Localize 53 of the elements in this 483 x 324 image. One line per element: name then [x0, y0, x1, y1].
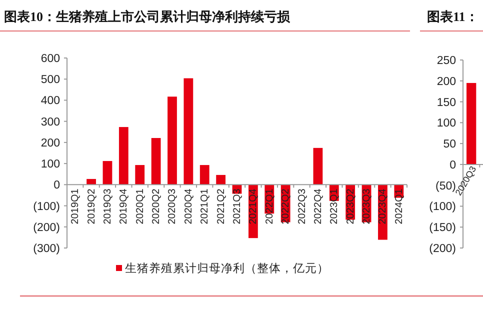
y-tick-label: 250 — [436, 55, 456, 67]
y-tick-label: 500 — [40, 74, 60, 86]
x-tick-label: 2019Q4 — [118, 188, 130, 224]
x-tick-label: 2021Q3 — [232, 188, 243, 224]
x-tick-label: 2020Q3 — [167, 188, 178, 224]
bar — [118, 127, 128, 185]
x-tick-label: 2022Q1 — [264, 188, 276, 224]
y-tick-label: 150 — [436, 96, 456, 109]
x-tick-label: 2022Q3 — [296, 188, 308, 224]
x-tick-label: 2022Q4 — [312, 188, 324, 224]
y-tick-label: (300) — [33, 243, 60, 255]
y-tick-label: 600 — [40, 53, 60, 65]
x-tick-label: 2023Q3 — [362, 188, 373, 224]
bar — [135, 165, 145, 185]
bar — [313, 148, 323, 185]
y-tick-label: (200) — [33, 222, 60, 234]
y-tick-label: 100 — [40, 158, 60, 171]
y-tick-label: 50 — [443, 138, 456, 151]
bar — [102, 161, 112, 185]
x-tick-label: 2020Q4 — [183, 188, 194, 224]
x-tick-label: 2023Q2 — [345, 188, 356, 224]
x-tick-label: 2023Q1 — [329, 188, 340, 224]
chart-title: 图表10：生猪养殖上市公司累计归母净利持续亏损 — [4, 9, 291, 24]
y-tick-label: 400 — [40, 95, 60, 108]
y-tick-label: 200 — [40, 137, 60, 150]
y-tick-label: 300 — [40, 116, 60, 128]
y-tick-label: (100) — [33, 200, 60, 213]
y-tick-label: 200 — [436, 76, 456, 88]
x-tick-label: 2020Q1 — [134, 188, 146, 224]
x-tick-label: 2021Q4 — [248, 188, 260, 224]
legend-label: 生猪养殖累计归母净利（整体，亿元） — [125, 261, 329, 275]
chart-title: 图表11： — [427, 9, 478, 24]
x-tick-label: 2019Q1 — [70, 188, 82, 224]
bar — [200, 165, 210, 185]
x-tick-label: 2023Q4 — [378, 188, 389, 224]
y-tick-label: (100) — [429, 201, 456, 214]
x-tick-label: 2022Q2 — [280, 188, 292, 224]
bar — [168, 96, 177, 185]
bar — [216, 174, 226, 185]
x-tick-label: 2024Q1 — [394, 188, 405, 224]
y-tick-label: (150) — [429, 222, 456, 234]
y-tick-label: 100 — [436, 118, 456, 130]
x-tick-label: 2021Q1 — [200, 188, 211, 224]
x-tick-label: 2019Q2 — [86, 188, 98, 224]
y-tick-label: 0 — [450, 159, 456, 172]
x-tick-label: 2019Q3 — [102, 188, 114, 224]
bar — [151, 138, 161, 185]
y-tick-label: (200) — [429, 243, 456, 255]
x-tick-label: 2020Q2 — [151, 188, 162, 224]
y-tick-label: (50) — [436, 180, 456, 192]
y-tick-label: 0 — [54, 180, 60, 192]
x-tick-label: 2021Q2 — [216, 188, 227, 224]
bar — [184, 78, 194, 185]
